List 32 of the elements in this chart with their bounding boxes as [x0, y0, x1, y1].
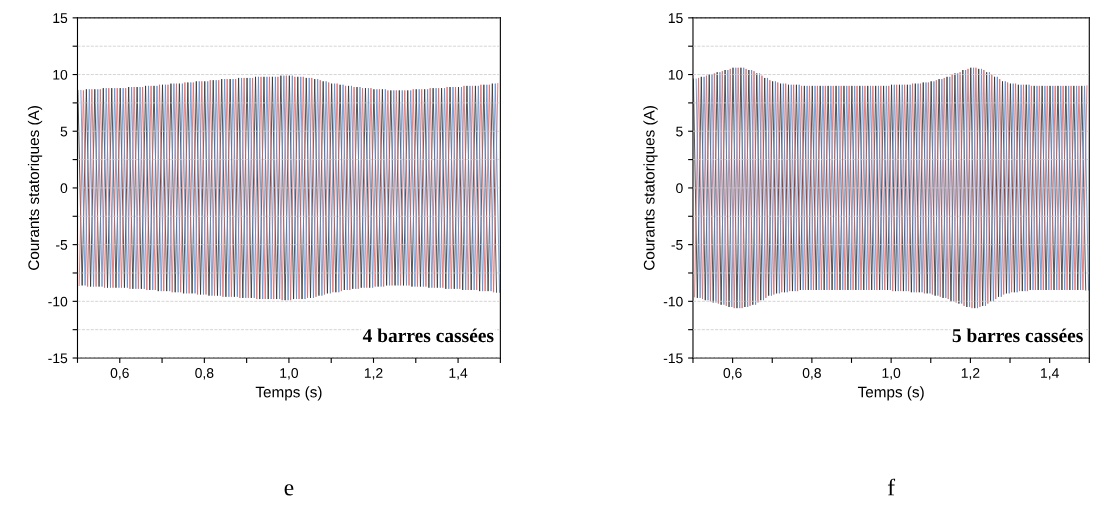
y-tick-label: 0 — [676, 183, 683, 194]
text: e — [284, 484, 294, 496]
x-tick-label: 0,6 — [110, 368, 129, 380]
y-tick-label: -5 — [56, 240, 68, 250]
y-tick-label: 15 — [53, 13, 68, 24]
y-tick-label: -10 — [48, 296, 68, 307]
y-tick-label: 5 — [60, 126, 68, 137]
y-tick-label: -10 — [663, 296, 683, 307]
y-tick-label: -15 — [48, 353, 68, 364]
y-tick-label: -5 — [671, 240, 683, 250]
y-tick-label: 5 — [676, 126, 683, 137]
x-tick-label: 0,8 — [195, 368, 214, 380]
y-tick-label: 15 — [668, 13, 683, 24]
y-axis-title: Courants statoriques (A) — [27, 106, 43, 270]
annotation: 4 barres cassées — [362, 328, 494, 343]
x-axis-title: Temps (s) — [857, 386, 924, 401]
text: f — [887, 478, 896, 496]
x-tick-label: 1,2 — [364, 368, 383, 380]
y-tick-label: 10 — [53, 69, 68, 80]
x-axis-title: Temps (s) — [255, 386, 322, 401]
x-tick-label: 1,0 — [280, 368, 299, 380]
y-tick-label: 10 — [668, 69, 683, 80]
x-tick-label: 1,4 — [1041, 368, 1059, 380]
y-tick-label: 0 — [60, 183, 68, 194]
x-tick-label: 1,0 — [882, 368, 901, 380]
x-tick-label: 0,6 — [723, 368, 742, 380]
x-tick-label: 1,2 — [961, 368, 980, 380]
x-tick-label: 0,8 — [802, 368, 821, 380]
y-tick-label: -15 — [663, 353, 683, 364]
annotation: 5 barres cassées — [952, 328, 1083, 343]
x-tick-label: 1,4 — [449, 368, 468, 380]
y-axis-title: Courants statoriques (A) — [643, 106, 658, 270]
